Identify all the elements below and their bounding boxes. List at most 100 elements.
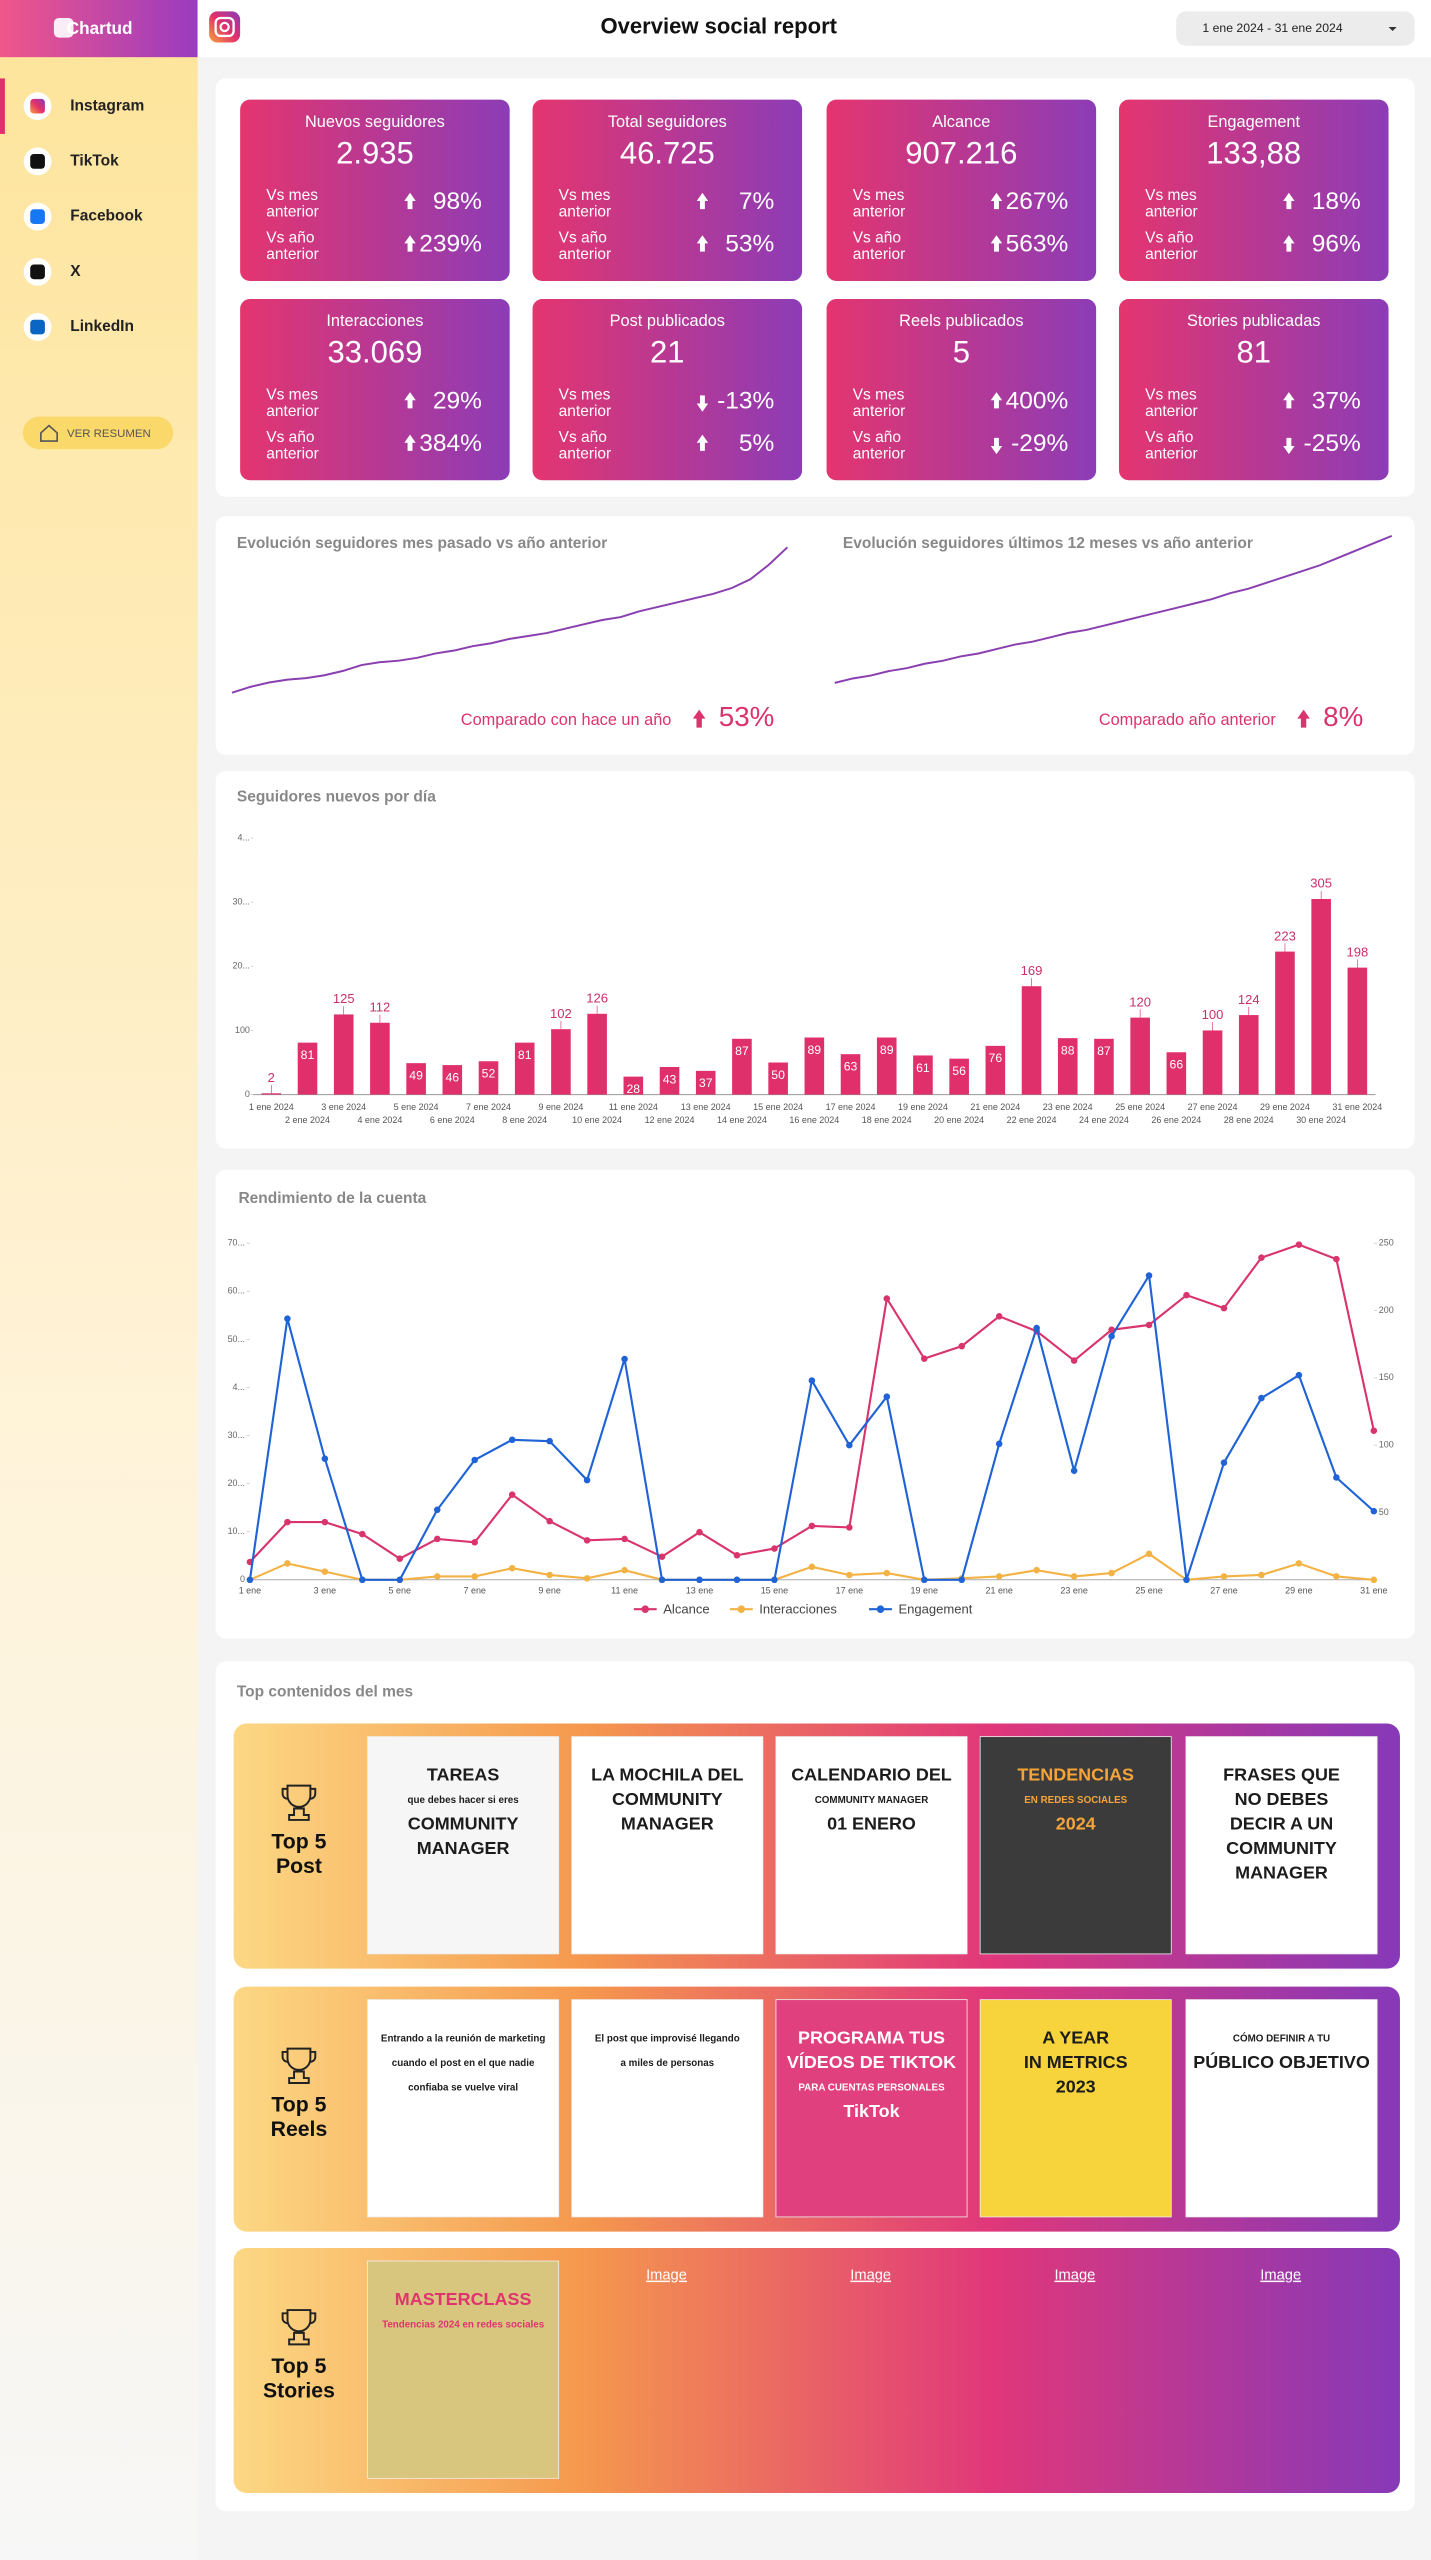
series-point xyxy=(583,1537,591,1544)
series-point xyxy=(284,1315,291,1322)
series-point xyxy=(658,1553,666,1560)
thumbnail[interactable] xyxy=(979,1999,1172,2218)
series-point xyxy=(1070,1467,1078,1475)
kpi-row-label: Vs año xyxy=(853,429,901,446)
brand: Chartud xyxy=(67,18,133,38)
kpi-row-value: -29% xyxy=(1011,430,1068,457)
kpi-label: Alcance xyxy=(932,113,990,131)
series-point xyxy=(546,1437,553,1445)
broken-image-link[interactable]: Image xyxy=(1054,2268,1095,2284)
thumbnail[interactable] xyxy=(775,1999,968,2218)
series-point xyxy=(246,1576,254,1584)
kpi-card xyxy=(240,99,510,281)
kpi-row-label: anterior xyxy=(853,403,906,420)
bar xyxy=(1275,951,1295,1095)
series-point xyxy=(1108,1332,1115,1340)
thumbnail[interactable] xyxy=(1185,1999,1378,2218)
bar xyxy=(333,1014,354,1095)
series-point xyxy=(921,1576,928,1584)
thumbnail[interactable] xyxy=(571,1999,764,2218)
series-point xyxy=(546,1571,553,1579)
y2-tick-label: 100 xyxy=(1379,1440,1394,1450)
kpi-row-value: -13% xyxy=(717,387,774,414)
thumbnail[interactable] xyxy=(1185,1736,1378,1955)
broken-image-link[interactable]: Image xyxy=(646,2268,687,2284)
bar xyxy=(406,1063,426,1095)
series-point xyxy=(771,1576,778,1584)
series-point xyxy=(1258,1571,1265,1579)
x-tick-label: 17 ene 2024 xyxy=(826,1102,876,1112)
thumbnail-text: PARA CUENTAS PERSONALES xyxy=(798,2082,945,2093)
broken-image-link[interactable]: Image xyxy=(850,2268,891,2284)
series-point xyxy=(508,1564,516,1572)
bar xyxy=(261,1093,282,1095)
kpi-row-label: anterior xyxy=(266,403,319,420)
thumbnail-text: a miles de personas xyxy=(620,2058,714,2069)
kpi-row-label: anterior xyxy=(1145,403,1198,420)
date-range: 1 ene 2024 - 31 ene 2024 xyxy=(1202,21,1343,35)
x-tick-label: 26 ene 2024 xyxy=(1151,1115,1201,1125)
value-label: 102 xyxy=(550,1006,572,1021)
bar xyxy=(478,1061,499,1095)
bar xyxy=(913,1055,933,1095)
thumbnail[interactable] xyxy=(775,1736,968,1955)
series-point xyxy=(846,1441,853,1449)
value-label: 2 xyxy=(268,1070,275,1085)
thumbnail[interactable] xyxy=(571,1736,764,1955)
thumbnail[interactable] xyxy=(979,1736,1172,1955)
nav-icon-glyph xyxy=(30,319,45,335)
x-tick-label: 29 ene 2024 xyxy=(1260,1102,1310,1112)
kpi-panel xyxy=(215,78,1415,497)
value-label: 37 xyxy=(699,1076,713,1090)
thumbnail[interactable] xyxy=(367,1736,560,1955)
x-tick-label: 19 ene 2024 xyxy=(898,1102,948,1112)
y-tick-label: 20... xyxy=(228,1478,245,1488)
kpi-row-label: anterior xyxy=(853,246,906,263)
broken-image-link[interactable]: Image xyxy=(1260,2268,1301,2284)
bar xyxy=(1347,967,1368,1095)
nav-label: TikTok xyxy=(70,153,119,170)
value-label: 112 xyxy=(370,1000,391,1015)
bar xyxy=(623,1076,644,1095)
series-point xyxy=(359,1576,366,1584)
value-label: 56 xyxy=(952,1064,966,1078)
series-point xyxy=(658,1576,666,1584)
thumbnail-text: que debes hacer si eres xyxy=(408,1795,520,1806)
x-tick-label: 9 ene 2024 xyxy=(538,1102,583,1112)
thumbnail-text: IN METRICS xyxy=(1024,2052,1128,2072)
kpi-label: Nuevos seguidores xyxy=(305,113,445,131)
series-point xyxy=(1145,1321,1153,1329)
thumbnail-text: VÍDEOS DE TIKTOK xyxy=(787,2051,956,2072)
bar xyxy=(514,1042,535,1095)
series-point xyxy=(733,1551,741,1559)
y2-tick-label: 250 xyxy=(1379,1238,1394,1248)
kpi-row-label: Vs mes xyxy=(1145,187,1197,204)
summary-button[interactable] xyxy=(22,416,174,450)
series-point xyxy=(321,1518,329,1526)
trend-caption: Comparado año anterior xyxy=(1099,711,1277,729)
kpi-value: 5 xyxy=(953,335,970,370)
thumbnail[interactable] xyxy=(367,1999,560,2218)
x-tick-label: 31 ene 2024 xyxy=(1332,1102,1382,1112)
thumbnail-text: 2024 xyxy=(1056,1814,1096,1834)
value-label: 50 xyxy=(771,1068,785,1082)
date-picker[interactable] xyxy=(1176,11,1415,46)
line-panel xyxy=(215,1169,1415,1639)
value-label: 66 xyxy=(1170,1058,1184,1072)
nav-icon-glyph xyxy=(30,98,45,114)
trend-arrow xyxy=(404,434,416,451)
series-point xyxy=(1295,1371,1303,1379)
x-tick-label: 13 ene xyxy=(686,1586,713,1596)
kpi-row-label: Vs año xyxy=(853,230,901,247)
kpi-row-label: anterior xyxy=(1145,445,1198,462)
series-point xyxy=(1220,1573,1228,1580)
brand-logo xyxy=(53,17,74,38)
x-tick-label: 5 ene 2024 xyxy=(394,1102,439,1112)
x-tick-label: 20 ene 2024 xyxy=(934,1115,984,1125)
thumbnail-text: CALENDARIO DEL xyxy=(791,1765,952,1785)
x-tick-label: 13 ene 2024 xyxy=(681,1102,731,1112)
row-label: Post xyxy=(276,1855,322,1878)
x-tick-label: 27 ene 2024 xyxy=(1188,1102,1238,1112)
x-tick-label: 14 ene 2024 xyxy=(717,1115,767,1125)
thumbnail[interactable] xyxy=(367,2260,560,2479)
